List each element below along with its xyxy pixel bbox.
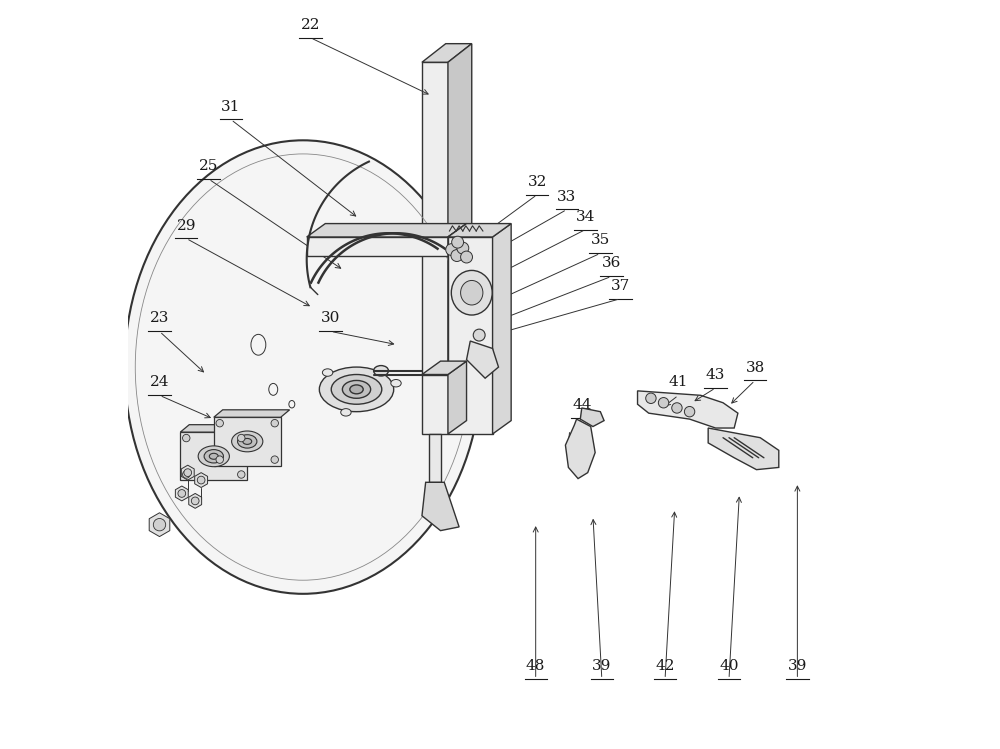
- Circle shape: [183, 471, 190, 478]
- Text: 37: 37: [611, 279, 630, 293]
- Polygon shape: [214, 417, 281, 466]
- Polygon shape: [422, 361, 467, 374]
- Polygon shape: [214, 410, 290, 417]
- Polygon shape: [565, 419, 595, 479]
- Circle shape: [461, 251, 472, 263]
- Polygon shape: [467, 341, 499, 378]
- Ellipse shape: [125, 140, 481, 594]
- Text: 36: 36: [602, 256, 621, 270]
- Polygon shape: [307, 237, 448, 255]
- Polygon shape: [180, 432, 247, 480]
- Ellipse shape: [341, 409, 351, 416]
- Polygon shape: [180, 425, 256, 432]
- Circle shape: [446, 243, 458, 255]
- Polygon shape: [708, 428, 779, 470]
- Text: 39: 39: [788, 659, 807, 673]
- Circle shape: [646, 393, 656, 404]
- Text: 48: 48: [526, 659, 545, 673]
- Text: 33: 33: [557, 189, 577, 204]
- Circle shape: [684, 407, 695, 417]
- Circle shape: [178, 490, 186, 497]
- Text: 23: 23: [150, 312, 169, 325]
- Text: 40: 40: [719, 659, 739, 673]
- Polygon shape: [448, 237, 493, 434]
- Text: 24: 24: [150, 375, 169, 389]
- Ellipse shape: [451, 270, 492, 315]
- Circle shape: [153, 518, 166, 531]
- Text: 42: 42: [655, 659, 675, 673]
- Polygon shape: [638, 391, 738, 428]
- Ellipse shape: [461, 280, 483, 305]
- Circle shape: [183, 434, 190, 442]
- Ellipse shape: [238, 434, 257, 448]
- Polygon shape: [149, 513, 170, 536]
- Text: 43: 43: [706, 368, 725, 382]
- Text: 38: 38: [745, 360, 765, 374]
- Circle shape: [473, 329, 485, 341]
- Polygon shape: [195, 473, 208, 488]
- Circle shape: [451, 249, 463, 261]
- Polygon shape: [448, 43, 472, 374]
- Polygon shape: [448, 361, 467, 434]
- Circle shape: [216, 419, 223, 427]
- Ellipse shape: [209, 453, 218, 459]
- Circle shape: [271, 456, 278, 464]
- Polygon shape: [448, 224, 467, 255]
- Text: 35: 35: [591, 234, 610, 247]
- Ellipse shape: [374, 366, 388, 376]
- Polygon shape: [448, 224, 511, 237]
- Ellipse shape: [350, 385, 363, 394]
- Circle shape: [457, 242, 469, 254]
- Ellipse shape: [198, 446, 229, 467]
- Circle shape: [672, 403, 682, 413]
- Circle shape: [271, 419, 278, 427]
- Text: 32: 32: [527, 175, 547, 189]
- Text: 25: 25: [199, 159, 218, 173]
- Circle shape: [658, 398, 669, 408]
- Polygon shape: [422, 43, 472, 62]
- Text: 41: 41: [669, 375, 688, 389]
- Ellipse shape: [342, 380, 371, 398]
- Polygon shape: [189, 494, 202, 509]
- Polygon shape: [580, 408, 604, 426]
- Circle shape: [238, 434, 245, 442]
- Polygon shape: [429, 434, 441, 482]
- Circle shape: [216, 456, 223, 464]
- Text: 34: 34: [576, 210, 595, 224]
- Circle shape: [184, 469, 192, 476]
- Ellipse shape: [331, 374, 382, 404]
- Polygon shape: [422, 374, 448, 434]
- Text: 44: 44: [572, 398, 592, 412]
- Text: 29: 29: [177, 219, 196, 232]
- Text: 22: 22: [301, 18, 320, 31]
- Ellipse shape: [322, 369, 333, 376]
- Polygon shape: [493, 224, 511, 434]
- Circle shape: [238, 471, 245, 478]
- Polygon shape: [307, 224, 467, 237]
- Polygon shape: [181, 465, 194, 480]
- Ellipse shape: [204, 449, 223, 463]
- Circle shape: [191, 497, 199, 505]
- Ellipse shape: [319, 367, 394, 412]
- Polygon shape: [422, 482, 459, 530]
- Circle shape: [197, 476, 205, 484]
- Polygon shape: [422, 62, 448, 374]
- Ellipse shape: [232, 431, 263, 452]
- Text: 39: 39: [592, 659, 612, 673]
- Circle shape: [452, 236, 464, 248]
- Text: 31: 31: [221, 100, 241, 114]
- Ellipse shape: [243, 438, 252, 444]
- Ellipse shape: [391, 380, 401, 387]
- Text: 30: 30: [321, 312, 340, 325]
- Polygon shape: [175, 486, 188, 501]
